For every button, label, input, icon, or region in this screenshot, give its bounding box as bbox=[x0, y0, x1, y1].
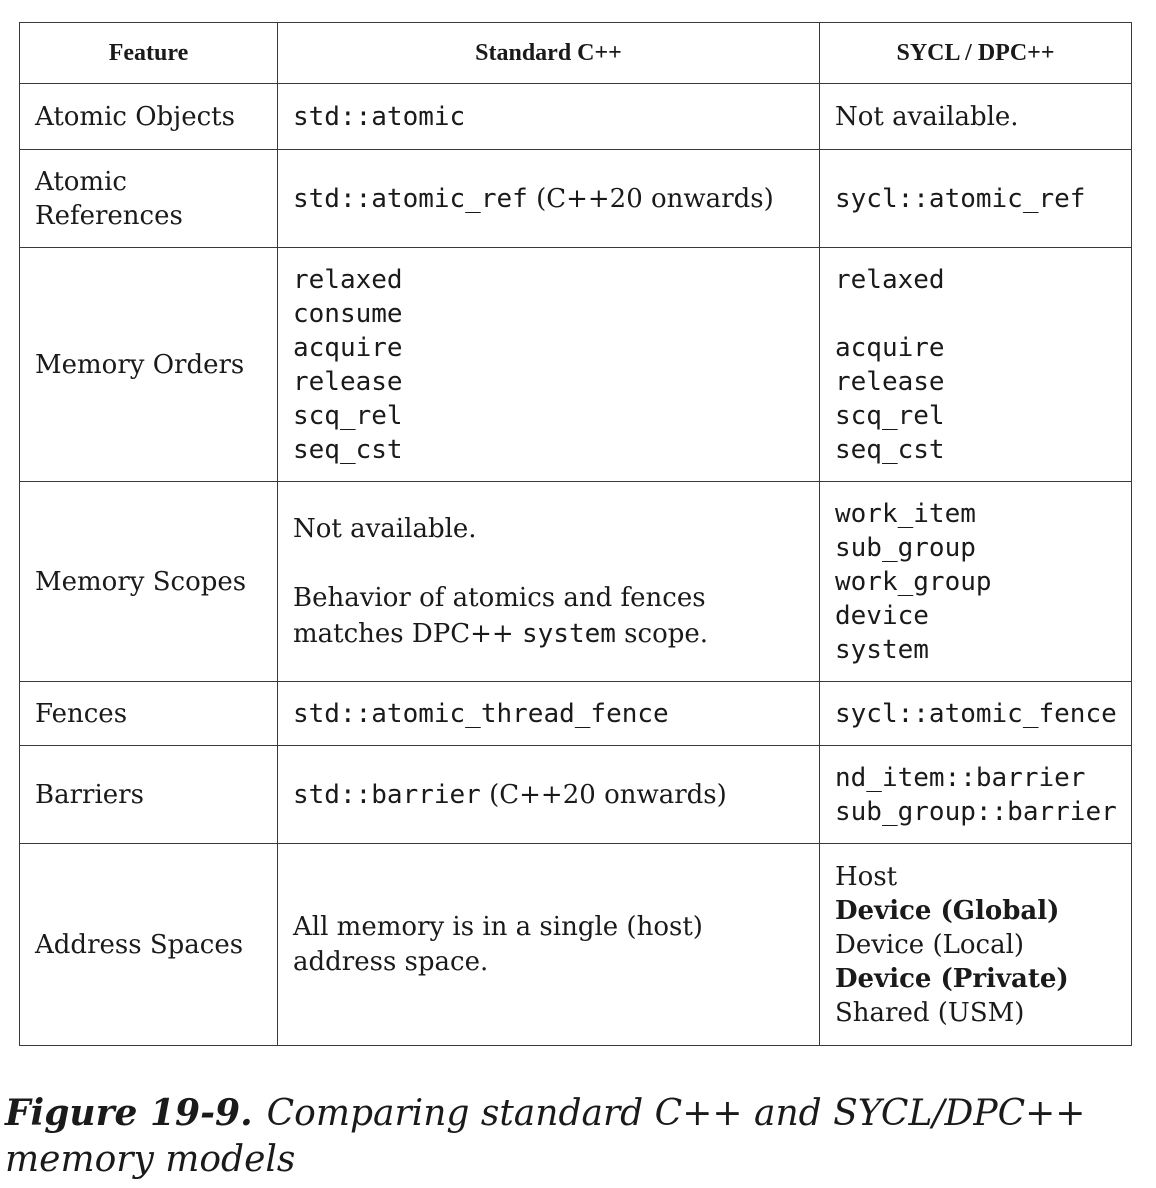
sycl-cell: relaxed acquire release scq_rel seq_cst bbox=[819, 247, 1132, 482]
memory-order: seq_cst bbox=[835, 434, 945, 465]
memory-order: acquire bbox=[835, 332, 945, 363]
code-text: std::atomic_ref bbox=[293, 183, 528, 214]
address-space: Device (Global) bbox=[835, 895, 1060, 926]
standard-cpp-cell: std::atomic_ref (C++20 onwards) bbox=[277, 149, 820, 248]
cell-text-group: Behavior of atomics and fences matches D… bbox=[293, 580, 804, 652]
address-space: Host bbox=[835, 861, 898, 892]
memory-scope: work_item bbox=[835, 498, 976, 529]
standard-cpp-cell: relaxed consume acquire release scq_rel … bbox=[277, 247, 820, 482]
standard-cpp-cell: std::atomic_thread_fence bbox=[277, 681, 820, 746]
cell-text: (C++20 onwards) bbox=[480, 779, 727, 810]
sycl-cell: work_item sub_group work_group device sy… bbox=[819, 481, 1132, 682]
standard-cpp-cell: Not available. Behavior of atomics and f… bbox=[277, 481, 820, 682]
header-standard-cpp: Standard C++ bbox=[277, 22, 820, 84]
row-atomic-references: Atomic References std::atomic_ref (C++20… bbox=[19, 149, 1132, 248]
memory-order: consume bbox=[293, 298, 403, 329]
code-text: std::atomic bbox=[293, 101, 466, 132]
memory-order: scq_rel bbox=[835, 400, 945, 431]
memory-order-blank bbox=[835, 297, 1116, 331]
code-text: std::barrier bbox=[293, 779, 481, 810]
feature-cell: Atomic References bbox=[19, 149, 278, 248]
memory-order: scq_rel bbox=[293, 400, 403, 431]
paragraph-gap bbox=[293, 546, 804, 580]
memory-order: release bbox=[835, 366, 945, 397]
memory-order: relaxed bbox=[293, 264, 403, 295]
memory-scope: sub_group bbox=[835, 532, 976, 563]
cell-text: All memory is in a single (host) address… bbox=[293, 911, 703, 977]
feature-cell: Address Spaces bbox=[19, 843, 278, 1046]
memory-scope: device bbox=[835, 600, 929, 631]
header-feature: Feature bbox=[19, 22, 278, 84]
cell-text: Behavior of atomics and fences matches D… bbox=[293, 582, 706, 649]
sycl-cell: nd_item::barrier sub_group::barrier bbox=[819, 745, 1132, 844]
feature-cell: Memory Orders bbox=[19, 247, 278, 482]
memory-order: seq_cst bbox=[293, 434, 403, 465]
comparison-table: Feature Standard C++ SYCL / DPC++ Atomic… bbox=[19, 22, 1132, 1046]
row-atomic-objects: Atomic Objects std::atomic Not available… bbox=[19, 83, 1132, 150]
address-space: Device (Private) bbox=[835, 963, 1069, 994]
standard-cpp-cell: All memory is in a single (host) address… bbox=[277, 843, 820, 1046]
address-space: Device (Local) bbox=[835, 929, 1025, 960]
feature-cell: Atomic Objects bbox=[19, 83, 278, 150]
header-sycl-dpcpp: SYCL / DPC++ bbox=[819, 22, 1132, 84]
code-text: std::atomic_thread_fence bbox=[293, 698, 669, 729]
code-text: system bbox=[521, 618, 616, 649]
memory-scope: system bbox=[835, 634, 929, 665]
code-text: sycl::atomic_fence bbox=[835, 698, 1117, 729]
feature-cell: Memory Scopes bbox=[19, 481, 278, 682]
cell-text: (C++20 onwards) bbox=[527, 183, 774, 214]
feature-cell: Fences bbox=[19, 681, 278, 746]
standard-cpp-cell: std::barrier (C++20 onwards) bbox=[277, 745, 820, 844]
sycl-cell: Not available. bbox=[819, 83, 1132, 150]
figure-caption: Figure 19-9. Comparing standard C++ and S… bbox=[5, 1090, 1135, 1183]
memory-order: relaxed bbox=[835, 264, 945, 295]
cell-text: Not available. bbox=[293, 513, 477, 544]
memory-order: release bbox=[293, 366, 403, 397]
cell-text: Not available. bbox=[835, 101, 1019, 132]
row-memory-orders: Memory Orders relaxed consume acquire re… bbox=[19, 247, 1132, 482]
row-address-spaces: Address Spaces All memory is in a single… bbox=[19, 843, 1132, 1046]
barrier-name: sub_group::barrier bbox=[835, 796, 1117, 827]
header-row: Feature Standard C++ SYCL / DPC++ bbox=[19, 22, 1132, 84]
figure-caption-text: Comparing standard C++ and SYCL/DPC++ me… bbox=[5, 1093, 1086, 1180]
memory-order: acquire bbox=[293, 332, 403, 363]
row-memory-scopes: Memory Scopes Not available. Behavior of… bbox=[19, 481, 1132, 682]
row-fences: Fences std::atomic_thread_fence sycl::at… bbox=[19, 681, 1132, 746]
barrier-name: nd_item::barrier bbox=[835, 762, 1086, 793]
sycl-cell: sycl::atomic_fence bbox=[819, 681, 1132, 746]
figure-label: Figure 19-9. bbox=[5, 1092, 253, 1134]
sycl-cell: Host Device (Global) Device (Local) Devi… bbox=[819, 843, 1132, 1046]
standard-cpp-cell: std::atomic bbox=[277, 83, 820, 150]
feature-cell: Barriers bbox=[19, 745, 278, 844]
address-space: Shared (USM) bbox=[835, 997, 1025, 1028]
row-barriers: Barriers std::barrier (C++20 onwards) nd… bbox=[19, 745, 1132, 844]
sycl-cell: sycl::atomic_ref bbox=[819, 149, 1132, 248]
code-text: sycl::atomic_ref bbox=[835, 183, 1086, 214]
memory-scope: work_group bbox=[835, 566, 992, 597]
cell-text: scope. bbox=[615, 618, 709, 649]
